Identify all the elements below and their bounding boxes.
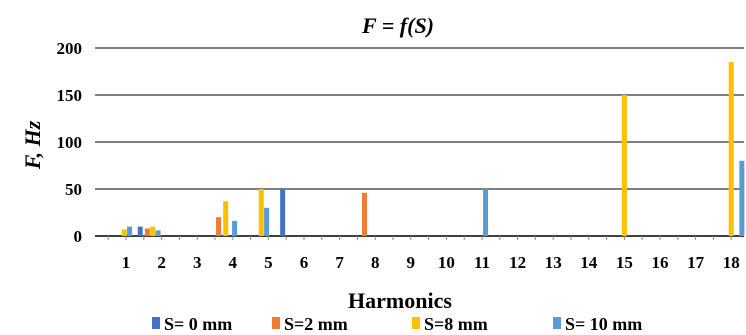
legend-swatch	[553, 317, 561, 329]
bars	[121, 62, 745, 236]
bar-series-4	[483, 189, 489, 236]
bar-series-3	[121, 229, 127, 236]
bar-series-3	[150, 226, 156, 236]
x-tick-label: 11	[474, 253, 490, 272]
legend-label: S= 10 mm	[565, 314, 642, 334]
y-tick-label: 100	[57, 133, 83, 152]
x-tick-label: 9	[407, 253, 416, 272]
legend: S= 0 mm S=2 mm S=8 mm S= 10 mm	[152, 314, 642, 334]
legend-swatch	[152, 317, 160, 329]
x-tick-label: 4	[229, 253, 238, 272]
bar-series-3	[223, 201, 229, 236]
y-tick-label: 0	[74, 227, 83, 246]
bar-series-4	[127, 226, 133, 236]
y-tick-labels: 0 50 100 150 200	[57, 39, 83, 246]
x-tick-label: 10	[438, 253, 455, 272]
bar-series-2	[144, 228, 150, 236]
legend-label: S=2 mm	[284, 314, 348, 334]
bar-series-3	[258, 189, 264, 236]
bar-series-4	[739, 160, 745, 236]
bar-series-1	[280, 189, 286, 236]
x-tick-label: 15	[616, 253, 633, 272]
y-tick-label: 150	[57, 86, 83, 105]
bar-series-3	[621, 95, 627, 236]
bar-series-3	[728, 62, 734, 236]
x-tick-label: 13	[545, 253, 562, 272]
bar-series-1	[137, 226, 143, 236]
bar-series-2	[216, 217, 222, 236]
x-tick-label: 5	[264, 253, 273, 272]
chart-title: F = f(S)	[361, 13, 434, 38]
gridlines	[95, 47, 744, 240]
x-tick-label: 14	[580, 253, 598, 272]
x-tick-label: 7	[335, 253, 344, 272]
y-tick-label: 200	[57, 39, 83, 58]
bar-series-4	[155, 230, 161, 236]
y-tick-label: 50	[65, 180, 82, 199]
bar-series-2	[362, 192, 368, 236]
x-tick-label: 16	[652, 253, 669, 272]
x-tick-label: 18	[723, 253, 740, 272]
x-tick-label: 3	[193, 253, 202, 272]
x-tick-label: 6	[300, 253, 309, 272]
x-tick-label: 17	[687, 253, 705, 272]
legend-label: S= 0 mm	[164, 314, 232, 334]
legend-swatch	[412, 317, 420, 329]
bar-series-4	[232, 220, 238, 236]
y-axis-label: F, Hz	[20, 120, 45, 170]
x-tick-label: 8	[371, 253, 380, 272]
legend-label: S=8 mm	[424, 314, 488, 334]
legend-swatch	[272, 317, 280, 329]
bar-series-4	[264, 207, 270, 236]
x-tick-label: 12	[509, 253, 526, 272]
x-tick-label: 1	[122, 253, 131, 272]
x-tick-label: 2	[157, 253, 166, 272]
x-tick-labels: 1 2 3 4 5 6 7 8 9 10 11 12 13 14 15 16 17 18	[122, 253, 740, 272]
x-axis-label: Harmonics	[348, 288, 452, 313]
